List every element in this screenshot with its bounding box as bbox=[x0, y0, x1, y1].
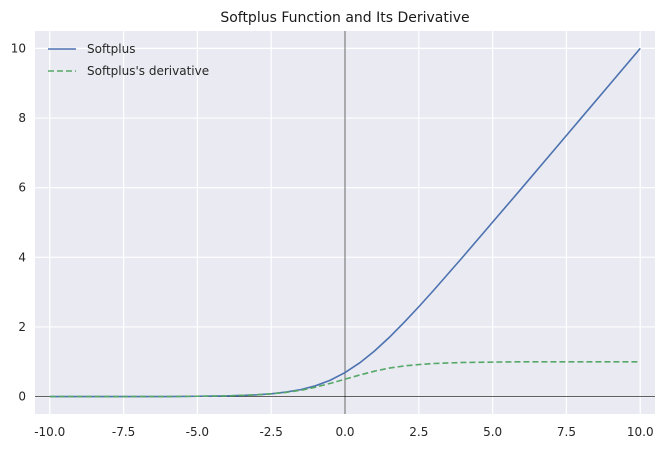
y-tick-label-4: 4 bbox=[18, 250, 26, 264]
x-tick-label-2-5: -2.5 bbox=[259, 425, 282, 439]
chart-title: Softplus Function and Its Derivative bbox=[220, 10, 469, 26]
legend-label-derivative: Softplus's derivative bbox=[87, 64, 209, 78]
y-tick-label-0: 0 bbox=[18, 390, 26, 404]
x-tick-label-7-5: 7.5 bbox=[557, 425, 576, 439]
x-tick-label-0-0: 0.0 bbox=[335, 425, 354, 439]
x-tick-label-10-0: 10.0 bbox=[627, 425, 654, 439]
x-tick-label-2-5: 2.5 bbox=[409, 425, 428, 439]
x-tick-labels: -10.0 -7.5 -5.0 -2.5 0.0 2.5 5.0 7.5 10.0 bbox=[34, 425, 653, 439]
x-tick-label-5-0: -5.0 bbox=[186, 425, 209, 439]
y-tick-label-6: 6 bbox=[18, 181, 26, 195]
legend-label-softplus: Softplus bbox=[87, 42, 136, 56]
y-tick-label-8: 8 bbox=[18, 111, 26, 125]
y-tick-label-2: 2 bbox=[18, 320, 26, 334]
series-line-softplus-s-derivative bbox=[49, 360, 641, 398]
y-tick-label-10: 10 bbox=[11, 41, 26, 55]
legend-item-softplus: Softplus bbox=[48, 42, 136, 56]
x-tick-label-7-5: -7.5 bbox=[112, 425, 135, 439]
series-lines bbox=[49, 47, 641, 398]
x-tick-label-10-0: -10.0 bbox=[34, 425, 65, 439]
x-tick-label-5-0: 5.0 bbox=[483, 425, 502, 439]
legend-item-derivative: Softplus's derivative bbox=[48, 64, 209, 78]
legend: Softplus Softplus's derivative bbox=[48, 42, 209, 78]
y-tick-labels: 0 2 4 6 8 10 bbox=[11, 41, 26, 403]
